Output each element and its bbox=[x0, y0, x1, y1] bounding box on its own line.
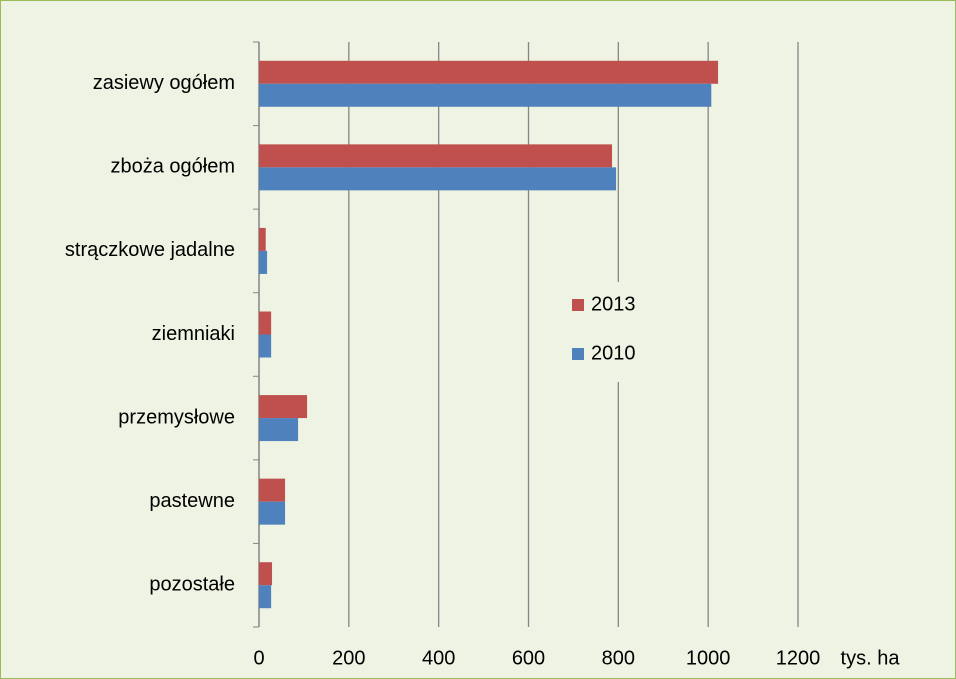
x-axis-label: tys. ha bbox=[841, 647, 901, 669]
legend-label: 2013 bbox=[591, 293, 636, 315]
x-tick-label: 600 bbox=[512, 647, 545, 669]
y-tick-label: ziemniaki bbox=[152, 323, 235, 345]
y-tick-label: pastewne bbox=[149, 490, 235, 512]
bar bbox=[259, 227, 266, 251]
bar bbox=[259, 250, 268, 274]
bar bbox=[259, 395, 308, 419]
legend-swatch bbox=[572, 348, 584, 360]
bar bbox=[259, 60, 719, 84]
bar bbox=[259, 562, 273, 586]
y-tick-label: zboża ogółem bbox=[110, 156, 235, 178]
bar bbox=[259, 83, 712, 107]
bar bbox=[259, 585, 272, 609]
bar bbox=[259, 418, 299, 442]
x-tick-label: 800 bbox=[602, 647, 635, 669]
y-tick-label: zasiewy ogółem bbox=[93, 72, 235, 94]
bar bbox=[259, 478, 286, 502]
legend-label: 2010 bbox=[591, 342, 636, 364]
bar bbox=[259, 501, 286, 525]
legend-swatch bbox=[572, 299, 584, 311]
y-tick-label: przemysłowe bbox=[118, 406, 235, 428]
x-tick-label: 1200 bbox=[776, 647, 821, 669]
x-tick-label: 200 bbox=[332, 647, 365, 669]
bar bbox=[259, 311, 272, 335]
y-tick-label: strączkowe jadalne bbox=[65, 239, 235, 261]
y-tick-label: pozostałe bbox=[149, 573, 235, 595]
bar bbox=[259, 144, 613, 168]
legend-background bbox=[560, 282, 670, 382]
x-tick-label: 0 bbox=[253, 647, 264, 669]
bar bbox=[259, 167, 617, 191]
bar bbox=[259, 334, 272, 358]
x-tick-label: 400 bbox=[422, 647, 455, 669]
x-tick-label: 1000 bbox=[686, 647, 731, 669]
